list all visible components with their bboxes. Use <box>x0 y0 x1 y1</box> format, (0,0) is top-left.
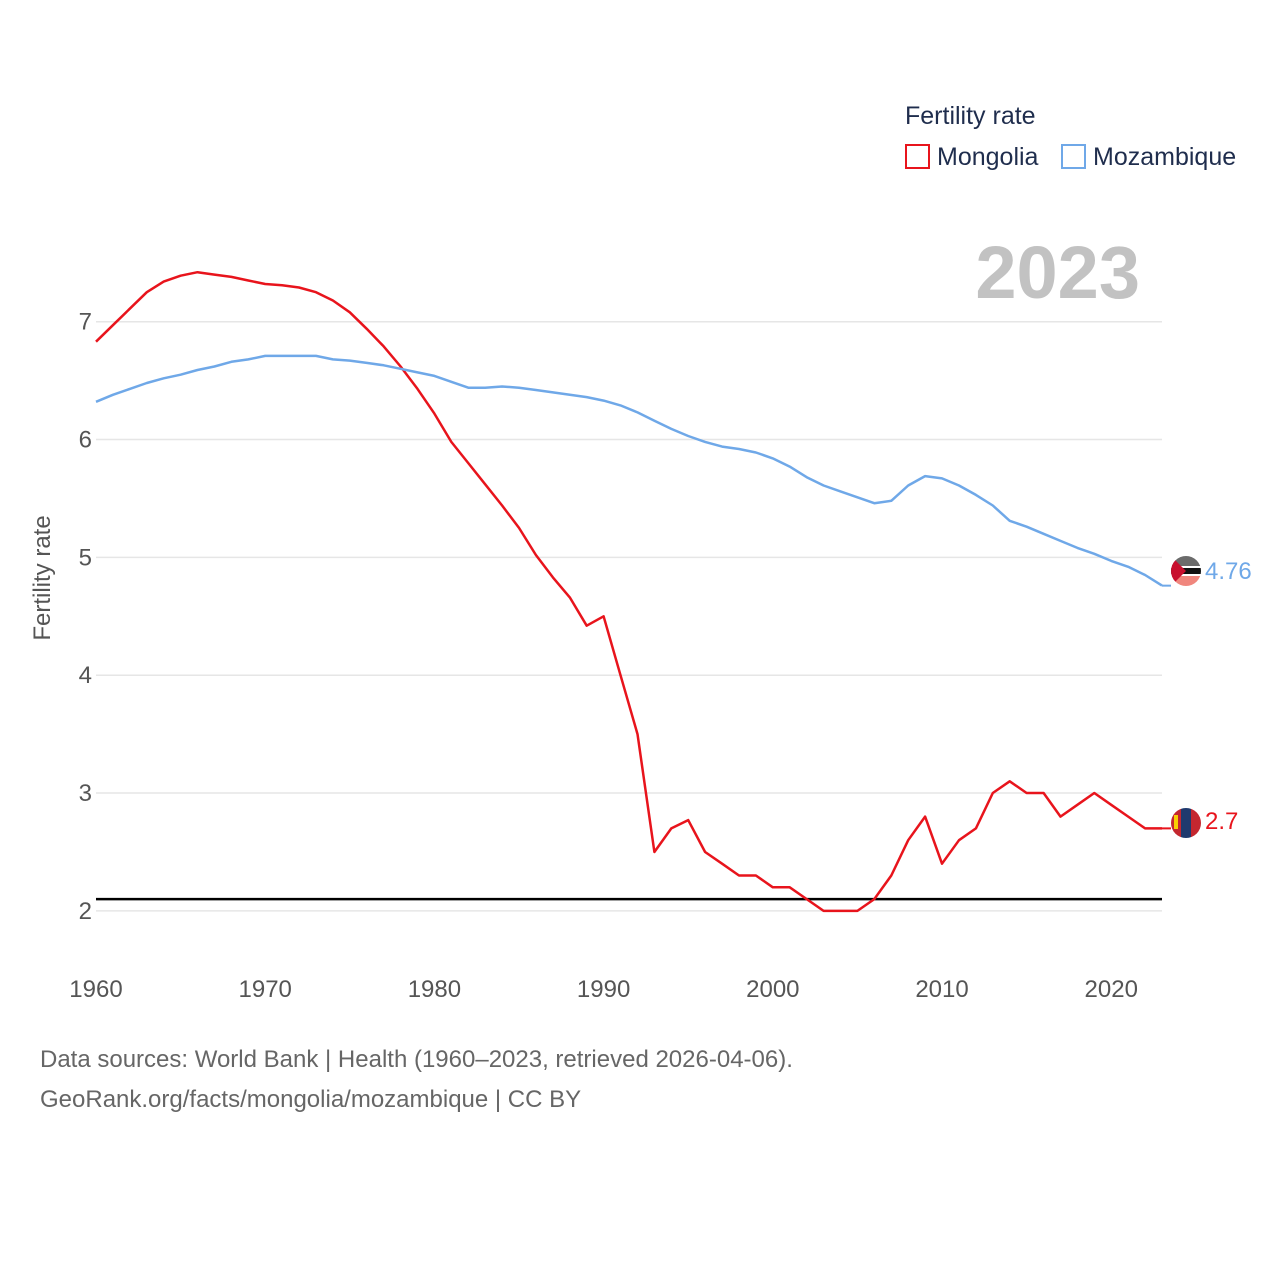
y-tick-label: 3 <box>79 780 92 807</box>
legend: Fertility rate Mongolia Mozambique <box>905 102 1236 171</box>
y-tick-label: 2 <box>79 898 92 925</box>
y-tick-label: 5 <box>79 544 92 571</box>
x-tick-label: 1990 <box>577 976 630 1003</box>
legend-swatch-mozambique[interactable] <box>1061 144 1086 169</box>
fertility-rate-chart: 2 3 4 5 6 7 1960 1970 1980 1990 2000 2010 2020 Fert… <box>29 102 1252 1003</box>
x-tick-label: 1980 <box>408 976 461 1003</box>
y-axis-title: Fertility rate <box>29 515 56 640</box>
y-tick-label: 7 <box>79 309 92 336</box>
y-tick-label: 4 <box>79 662 92 689</box>
mozambique-flag-icon <box>1171 556 1201 586</box>
x-tick-label: 1960 <box>69 976 122 1003</box>
mongolia-flag-icon <box>1171 808 1201 838</box>
legend-title: Fertility rate <box>905 102 1036 130</box>
legend-swatch-mongolia[interactable] <box>905 144 930 169</box>
source-line-2[interactable]: GeoRank.org/facts/mongolia/mozambique | … <box>40 1086 582 1113</box>
y-axis-ticks: 2 3 4 5 6 7 <box>79 309 92 925</box>
end-label-mongolia: 2.7 <box>1205 808 1238 835</box>
legend-label-mozambique[interactable]: Mozambique <box>1093 143 1236 171</box>
series-line-mongolia[interactable] <box>95 270 1162 913</box>
gridlines <box>96 320 1162 912</box>
x-tick-label: 2000 <box>746 976 799 1003</box>
y-tick-label: 6 <box>79 427 92 454</box>
series-lines <box>95 270 1171 913</box>
series-end-markers: 4.76 2.7 <box>1171 556 1252 838</box>
year-label: 2023 <box>975 231 1140 314</box>
series-line-mozambique[interactable] <box>95 354 1163 587</box>
x-tick-label: 2010 <box>915 976 968 1003</box>
legend-label-mongolia[interactable]: Mongolia <box>937 143 1039 171</box>
x-axis-ticks: 1960 1970 1980 1990 2000 2010 2020 <box>69 976 1138 1003</box>
end-label-mozambique: 4.76 <box>1205 558 1252 585</box>
source-line-1: Data sources: World Bank | Health (1960–… <box>40 1046 793 1073</box>
x-tick-label: 1970 <box>239 976 292 1003</box>
x-tick-label: 2020 <box>1085 976 1138 1003</box>
